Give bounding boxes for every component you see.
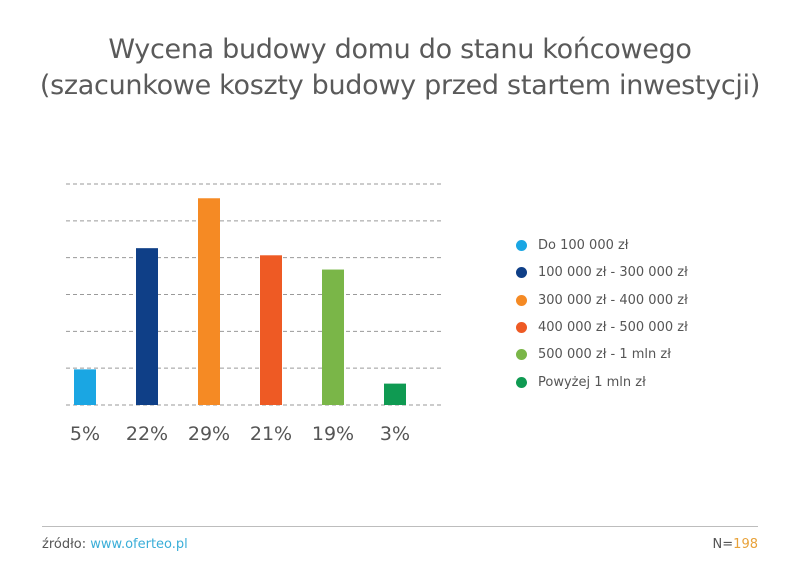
legend-item-4: 400 000 zł - 500 000 zł (516, 314, 688, 341)
sample-size: N=198 (713, 537, 758, 552)
source-link[interactable]: www.oferteo.pl (90, 537, 188, 552)
legend-label: 400 000 zł - 500 000 zł (538, 320, 688, 336)
legend-swatch (516, 349, 527, 361)
value-label-5: 19% (312, 423, 354, 445)
legend-item-6: Powyżej 1 mln zł (516, 368, 688, 395)
legend-item-1: Do 100 000 zł (516, 232, 688, 259)
value-label-4: 21% (250, 423, 292, 445)
bar-2 (136, 248, 158, 405)
legend-label: 500 000 zł - 1 mln zł (538, 347, 671, 363)
legend-item-5: 500 000 zł - 1 mln zł (516, 341, 688, 368)
legend-item-3: 300 000 zł - 400 000 zł (516, 287, 688, 314)
legend-label: Powyżej 1 mln zł (538, 374, 646, 390)
bar-5 (322, 269, 344, 405)
value-label-3: 29% (188, 423, 230, 445)
value-label-1: 5% (70, 423, 100, 445)
bar-6 (384, 383, 406, 405)
sample-size-value: 198 (733, 537, 758, 552)
chart-subtitle: (szacunkowe koszty budowy przed startem … (39, 70, 761, 101)
chart-title: Wycena budowy domu do stanu końcowego (s… (0, 32, 800, 104)
bar-3 (198, 198, 220, 405)
legend-swatch (516, 240, 527, 252)
sample-size-label: N= (712, 537, 734, 552)
legend-label: 300 000 zł - 400 000 zł (538, 292, 688, 308)
legend-swatch (516, 267, 527, 279)
footer-source: źródło: www.oferteo.pl (42, 537, 188, 552)
legend-label: Do 100 000 zł (538, 238, 629, 254)
value-label-2: 22% (126, 423, 168, 445)
bar-4 (260, 255, 282, 405)
chart-legend: Do 100 000 zł 100 000 zł - 300 000 zł 300 … (516, 232, 688, 396)
chart-title-line1: Wycena budowy domu do stanu końcowego (108, 34, 692, 65)
footer-divider (42, 526, 758, 527)
legend-label: 100 000 zł - 300 000 zł (538, 265, 688, 281)
legend-swatch (516, 322, 527, 334)
legend-item-2: 100 000 zł - 300 000 zł (516, 259, 688, 286)
bar-1 (74, 369, 96, 405)
value-label-6: 3% (380, 423, 410, 445)
legend-swatch (516, 376, 527, 388)
source-label: źródło: (42, 537, 91, 552)
legend-swatch (516, 294, 527, 306)
